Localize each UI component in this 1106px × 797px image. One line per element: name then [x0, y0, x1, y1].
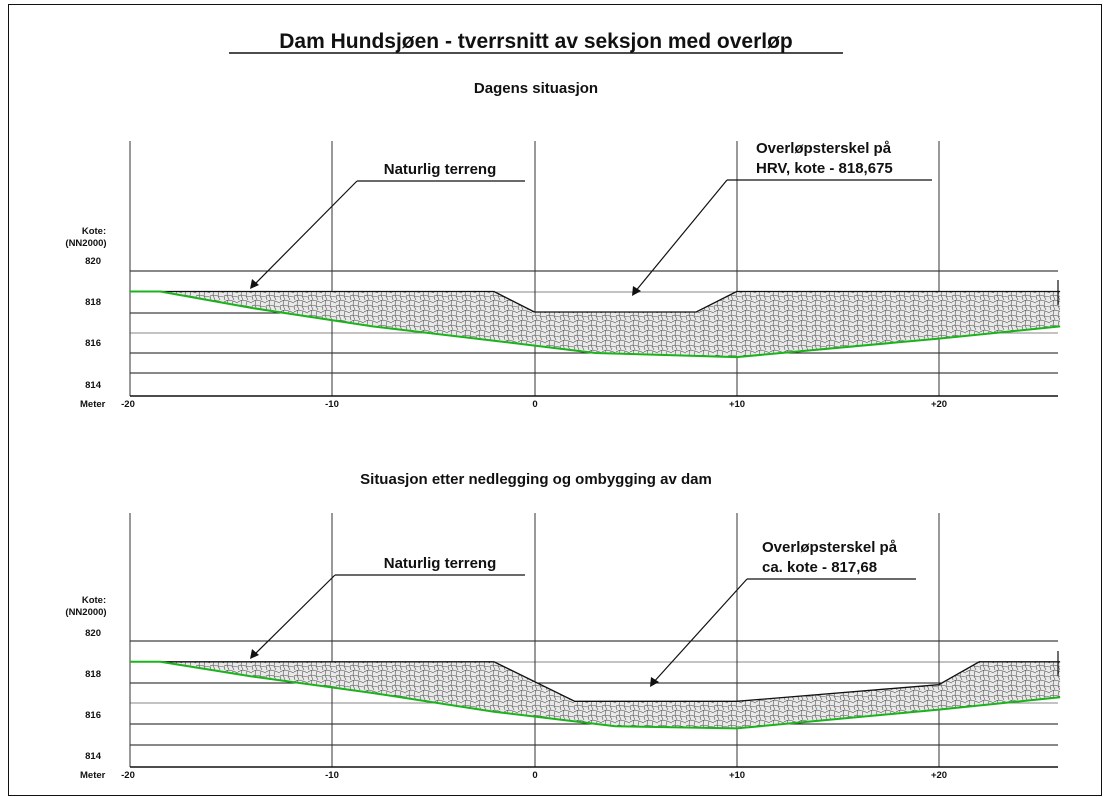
datum-label: (NN2000): [65, 238, 106, 249]
panel-subtitle: Dagens situasjon: [474, 80, 598, 97]
y-tick-label: 818: [85, 669, 101, 680]
arrow-head-icon: [632, 286, 641, 296]
y-tick-label: 816: [85, 338, 101, 349]
x-tick-label: +20: [931, 770, 947, 781]
annotation-natural-terrain: Naturlig terreng: [250, 161, 525, 289]
arrow-head-icon: [250, 279, 259, 289]
annotation-natural-terrain: Naturlig terreng: [250, 555, 525, 659]
annotation-overflow-crest: Overløpsterskel på ca. kote - 817,68: [650, 539, 916, 687]
annotation-overflow-crest: Overløpsterskel på HRV, kote - 818,675: [632, 140, 932, 296]
kote-label: Kote:: [82, 595, 106, 606]
annotation-label: ca. kote - 817,68: [762, 559, 877, 576]
distance-gridlines: [129, 141, 940, 396]
annotation-label: Naturlig terreng: [384, 161, 497, 178]
annotation-leader: [251, 574, 336, 658]
drawing-frame: [8, 4, 1102, 796]
annotation-leader: [251, 180, 358, 288]
y-tick-label: 816: [85, 710, 101, 721]
dam-outline: [160, 290, 1061, 313]
elevation-gridlines: [130, 640, 1058, 746]
x-tick-label: -10: [325, 770, 339, 781]
dam-fill-material: [160, 661, 1061, 729]
meter-label: Meter: [80, 770, 106, 781]
x-tick-label: 0: [532, 770, 537, 781]
x-tick-label: 0: [532, 399, 537, 410]
annotation-label: HRV, kote - 818,675: [756, 160, 893, 177]
annotation-label: Naturlig terreng: [384, 555, 497, 572]
dam-fill-material: [160, 291, 1061, 358]
arrow-head-icon: [250, 649, 259, 659]
annotation-leader: [651, 578, 748, 685]
y-tick-label: 820: [85, 256, 101, 267]
kote-label: Kote:: [82, 226, 106, 237]
datum-label: (NN2000): [65, 607, 106, 618]
annotation-label: Overløpsterskel på: [762, 539, 898, 556]
y-tick-label: 814: [85, 751, 102, 762]
annotation-leader: [633, 179, 728, 294]
panel-subtitle: Situasjon etter nedlegging og ombygging …: [360, 471, 712, 488]
natural-terrain-line: [130, 290, 1061, 359]
annotation-label: Overløpsterskel på: [756, 140, 892, 157]
x-tick-label: -10: [325, 399, 339, 410]
y-tick-label: 818: [85, 297, 101, 308]
x-tick-label: +10: [729, 770, 745, 781]
y-tick-label: 820: [85, 628, 101, 639]
drawing-title: Dam Hundsjøen - tverrsnitt av seksjon me…: [279, 30, 792, 53]
panel-current-situation: Dagens situasjon: [65, 80, 1061, 410]
x-tick-label: +10: [729, 399, 745, 410]
y-tick-label: 814: [85, 380, 102, 391]
x-tick-label: +20: [931, 399, 947, 410]
arrow-head-icon: [650, 677, 659, 687]
x-tick-label: -20: [121, 770, 135, 781]
natural-terrain-line: [130, 660, 1061, 730]
x-tick-label: -20: [121, 399, 135, 410]
dam-outline: [160, 661, 1061, 702]
meter-label: Meter: [80, 399, 106, 410]
panel-after-decommissioning: Situasjon etter nedlegging og ombygging …: [65, 471, 1061, 781]
